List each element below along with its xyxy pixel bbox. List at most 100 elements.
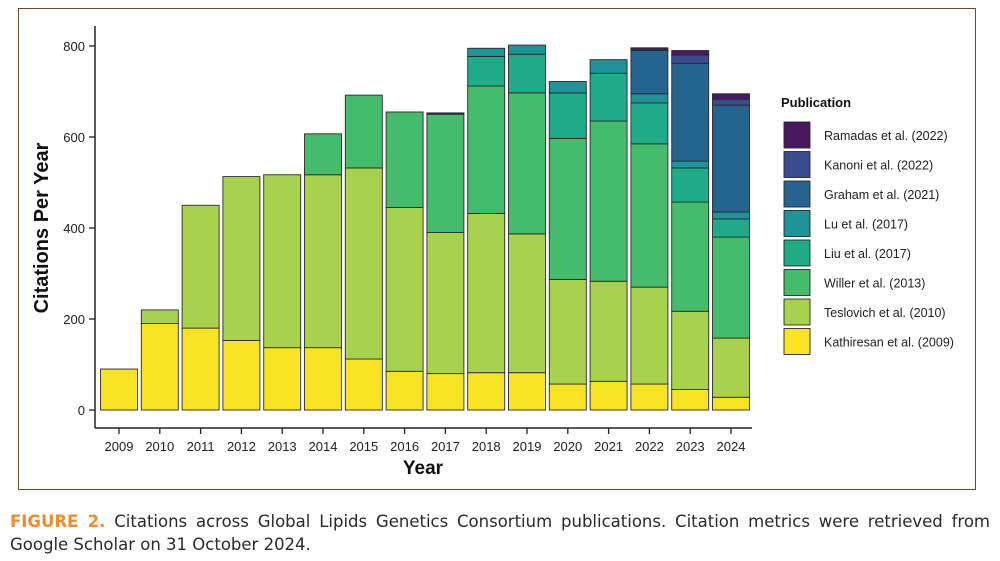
bar-segment xyxy=(304,133,342,176)
bar-segment xyxy=(426,112,465,115)
bar-segment xyxy=(344,94,383,169)
bar-segment xyxy=(385,111,424,208)
legend-entry: Teslovich et al. (2010) xyxy=(824,306,946,320)
bar-segment xyxy=(671,54,710,64)
bar-segment xyxy=(140,309,179,324)
legend-swatch xyxy=(783,210,811,237)
y-tick-label: 600 xyxy=(63,130,85,145)
caption-text: Citations across Global Lipids Genetics … xyxy=(10,512,990,554)
legend-swatch xyxy=(783,121,811,149)
bar-segment xyxy=(426,232,465,375)
bar-segment xyxy=(712,337,750,398)
x-tick-label: 2016 xyxy=(390,439,419,454)
legend-entry: Ramadas et al. (2022) xyxy=(824,129,948,143)
bar-segment xyxy=(467,85,506,214)
caption-label: FIGURE 2. xyxy=(10,512,106,531)
x-tick-label: 2018 xyxy=(472,439,501,454)
x-tick-label: 2010 xyxy=(145,439,174,454)
x-tick-label: 2020 xyxy=(553,439,582,454)
bar-segment xyxy=(426,113,465,234)
bar-segment xyxy=(671,50,710,56)
bar-segment xyxy=(222,176,261,341)
legend-entry: Graham et al. (2021) xyxy=(824,188,939,202)
legend-swatch xyxy=(783,239,811,267)
bar-segment xyxy=(385,207,424,372)
bar-segment xyxy=(671,160,710,169)
bar-segment xyxy=(467,372,506,411)
bar-segment xyxy=(589,72,628,122)
x-tick-label: 2014 xyxy=(309,439,338,454)
bar-segment xyxy=(630,50,669,95)
y-tick-label: 200 xyxy=(63,312,85,327)
legend-swatch xyxy=(783,180,811,208)
x-tick-label: 2012 xyxy=(227,439,256,454)
y-axis-label: Citations Per Year xyxy=(31,142,53,313)
x-tick-label: 2017 xyxy=(431,439,460,454)
bar-segment xyxy=(712,93,750,100)
bar-segment xyxy=(181,327,220,411)
bar-segment xyxy=(344,167,383,360)
legend: Ramadas et al. (2022) Kanoni et al. (2022… xyxy=(783,121,954,355)
bar-segment xyxy=(467,47,506,57)
bar-segment xyxy=(630,102,669,145)
x-tick-label: 2015 xyxy=(349,439,378,454)
legend-swatch xyxy=(783,151,811,178)
bar-segment xyxy=(385,370,424,411)
bar-segment xyxy=(589,380,628,411)
bar-segment xyxy=(140,323,179,411)
x-tick-label: 2009 xyxy=(105,439,134,454)
bar-segment xyxy=(222,339,261,411)
bar-segment xyxy=(508,92,546,235)
bar-segment xyxy=(263,347,302,411)
bar-segment xyxy=(508,44,546,55)
legend-swatch xyxy=(783,298,811,326)
bar-segment xyxy=(671,201,710,312)
bar-segment xyxy=(467,212,506,374)
bar-segment xyxy=(589,120,628,282)
x-tick-label: 2024 xyxy=(717,439,746,454)
bar-segment xyxy=(508,372,546,411)
x-tick-label: 2022 xyxy=(635,439,664,454)
legend-swatch xyxy=(783,269,811,296)
bar-segment xyxy=(671,389,710,411)
bar-segment xyxy=(426,373,465,411)
bar-segment xyxy=(548,278,587,385)
x-tick-label: 2021 xyxy=(594,439,623,454)
legend-entry: Liu et al. (2017) xyxy=(824,247,911,261)
legend-entry: Kanoni et al. (2022) xyxy=(824,159,933,173)
bar-segment xyxy=(712,211,750,220)
bar-segment xyxy=(712,396,750,411)
bar-segment xyxy=(712,98,750,106)
bar-segment xyxy=(181,204,220,329)
bar-segment xyxy=(630,143,669,288)
bar-segment xyxy=(712,218,750,238)
bars xyxy=(100,44,750,411)
bar-segment xyxy=(344,358,383,411)
bar-segment xyxy=(548,137,587,280)
legend-entry: Kathiresan et al. (2009) xyxy=(824,336,954,350)
bar-segment xyxy=(589,59,628,74)
bar-segment xyxy=(467,56,506,87)
bar-segment xyxy=(712,236,750,339)
stacked-bar-chart: 0 200 400 600 800 2009 2010 2011 2012 2013 2014 201… xyxy=(31,26,954,479)
bar-segment xyxy=(671,62,710,162)
bar-segment xyxy=(304,174,342,349)
bar-segment xyxy=(508,53,546,94)
bar-segment xyxy=(671,310,710,390)
legend-title: Publication xyxy=(781,95,851,110)
y-tick-label: 0 xyxy=(78,403,85,418)
y-tick-label: 800 xyxy=(63,39,85,54)
bar-segment xyxy=(548,383,587,411)
legend-entry: Willer et al. (2013) xyxy=(824,277,925,291)
bar-segment xyxy=(304,347,342,411)
bar-segment xyxy=(263,174,302,349)
x-tick-label: 2013 xyxy=(268,439,297,454)
bar-segment xyxy=(630,93,669,104)
bar-segment xyxy=(630,286,669,385)
x-tick-label: 2019 xyxy=(513,439,542,454)
bar-segment xyxy=(100,368,138,411)
x-tick-label: 2011 xyxy=(187,439,215,454)
legend-swatch xyxy=(783,328,811,355)
bar-segment xyxy=(548,81,587,94)
bar-segment xyxy=(630,383,669,411)
